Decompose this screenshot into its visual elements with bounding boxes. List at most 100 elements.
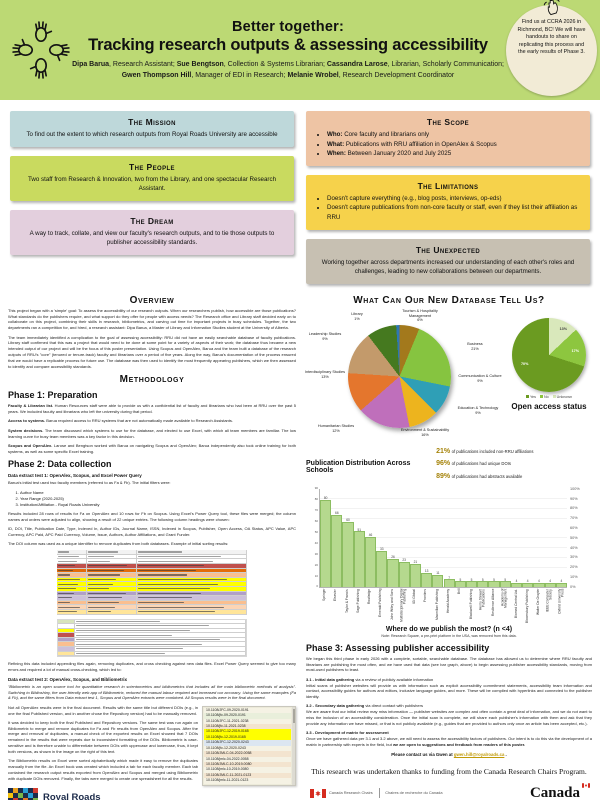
logo-mosaic-cell <box>8 788 13 794</box>
bar: 7 <box>443 575 455 587</box>
open-access-pie: 70% 17% 13% <box>512 317 586 392</box>
bar-value: 7 <box>448 575 450 580</box>
logo-mosaic-cell <box>23 793 28 799</box>
excel-cell <box>57 596 88 600</box>
header: Better together: Tracking research outpu… <box>0 0 600 100</box>
people-box: The People Two staff from Research & Inn… <box>10 155 294 201</box>
scrollbar[interactable] <box>292 706 295 785</box>
faux-text <box>137 583 219 585</box>
excel-cell <box>137 582 247 586</box>
scope-bullet-text: Core faculty and librarians only <box>342 131 430 138</box>
filter-item: Institution/Affiliation - Royal Roads Un… <box>20 502 296 508</box>
bar: 51 <box>353 528 365 587</box>
right-axis-tick: 40% <box>570 545 578 550</box>
pie-slice-pct: 6% <box>417 318 423 323</box>
right-axis-tick: 60% <box>570 526 578 531</box>
stat-text: of publications had unique DOIs <box>451 461 511 467</box>
left-axis-tick: 10 <box>314 573 318 578</box>
open-access-legend: Yes No Unknown <box>506 394 592 399</box>
bar: 4 <box>522 579 534 587</box>
stat-line: 96% of publications had unique DOIs <box>436 460 590 467</box>
excel-cell <box>87 609 137 614</box>
dream-title: The Dream <box>130 215 174 226</box>
bar-x-label: Elsevier <box>333 588 338 601</box>
pie-slice-pct: 9% <box>475 410 481 415</box>
author-role: , Research Development Coordinator <box>338 71 455 79</box>
phase1-item-lead: Faculty & Librarian list. <box>8 403 54 409</box>
oa-legend-item: Yes <box>525 394 536 399</box>
test2-paragraph-3: The Bibliometrix results on Excel were s… <box>8 758 198 781</box>
excel-cell <box>137 596 247 600</box>
overview-paragraph-2: The team immediately identified a compli… <box>8 334 296 369</box>
excel-row <box>57 568 247 574</box>
phase1-item: Access to systems. Barua required access… <box>8 418 296 424</box>
logo-mosaic-cell <box>33 788 38 794</box>
test2-paragraph-2: It was decided to keep both the final Pu… <box>8 719 198 754</box>
excel-cell <box>57 582 88 586</box>
doi-row: 10.1108/JMLC-11-2021-0123 <box>204 772 291 779</box>
author-name: Dipa Barua <box>72 61 110 68</box>
canada-wordmark-text: Canada <box>529 784 580 800</box>
doi-list-panel: 10.1108/JFC-09-2020-0191 10.1108/jfc-09-2… <box>202 705 296 786</box>
phase1-item-text: Larose and Bengtson worked with Barua on… <box>8 442 296 454</box>
oa-legend-text: Yes <box>529 394 536 399</box>
pie-slice-pct: 12% <box>332 428 340 433</box>
test1-heading: Data extract test 1: OpenAlex, Scopus, a… <box>8 473 142 479</box>
bar-value: 66 <box>335 511 339 516</box>
excel-cell <box>57 605 88 609</box>
bar-chart-caption: Where do we publish the most? (n <4) <box>385 625 513 633</box>
excel-cell <box>87 577 137 582</box>
phase1-item-lead: System decisions. <box>8 427 44 433</box>
logo-mosaic-cell <box>23 798 28 800</box>
legend-swatch <box>58 624 75 628</box>
publishers-bar-chart: 80 66 60 51 46 33 26 23 21 13 11 7 5 5 5 5 5 4 4 4 4 4 0% 10% 20… <box>306 483 592 625</box>
royal-roads-footer: Royal Roads UNIVERSITY https://www.bibli… <box>8 788 296 800</box>
bar-value: 33 <box>379 547 384 552</box>
scope-title: The Scope <box>426 117 470 127</box>
right-axis-tick: 10% <box>570 575 578 580</box>
scope-bullet-label: When: <box>327 150 346 158</box>
bar-chart-note: Note: Research Square, a pre-print platf… <box>381 633 517 638</box>
excel-screenshot <box>57 550 247 658</box>
scope-bullet: Who: Core faculty and librarians only <box>327 130 581 140</box>
excel-cell <box>137 563 247 568</box>
bar-x-label: Biomed Central Ltd. <box>513 588 518 619</box>
author-role: , Collection & Systems Librarian; <box>223 61 327 68</box>
contact-email-link[interactable]: gwen.hill@royalroads.ca <box>453 751 505 757</box>
bar-x-label: Springer <box>321 588 326 602</box>
doi-rows: 10.1108/JFC-09-2020-0191 10.1108/jfc-09-2… <box>204 707 291 784</box>
bar-value: 4 <box>526 578 529 583</box>
excel-legend-row <box>58 619 246 625</box>
test2-paragraph-1: Not all OpenAlex results were in the fin… <box>8 704 198 716</box>
excel-legend-row <box>58 651 246 657</box>
test2-heading: Data extract test 2: OpenAlex, Scopus, a… <box>8 676 128 682</box>
right-axis-tick: 100% <box>570 486 580 491</box>
bar-x-label: IEEE Computer Society <box>545 588 554 612</box>
logo-mosaic-cell <box>18 793 23 799</box>
faux-text <box>88 592 126 594</box>
info-boxes-right: The Scope Who: Core faculty and libraria… <box>306 111 590 284</box>
bar-value: 4 <box>560 578 563 583</box>
bar-value: 4 <box>515 578 518 583</box>
stats-row: Publication Distribution Across Schools … <box>306 448 592 480</box>
phase1-item-text: The team discussed which systems to use … <box>8 427 296 439</box>
pie-slice-pct: 9% <box>477 378 483 383</box>
faux-text <box>88 597 123 599</box>
faux-text <box>137 597 193 599</box>
excel-cell <box>57 550 88 554</box>
phase1-heading: Phase 1: Preparation <box>8 390 98 401</box>
test2-quote: "Bibliometrix is an open source tool for… <box>8 683 296 701</box>
excel-cell <box>137 550 247 554</box>
excel-cell <box>137 586 247 591</box>
faux-text <box>75 629 191 632</box>
stat-percent: 96% <box>436 460 451 468</box>
excel-cell <box>87 563 137 568</box>
excel-cell <box>87 550 137 554</box>
faux-text <box>88 579 117 581</box>
bar-plot: 80 66 60 51 46 33 26 23 21 13 11 7 5 5 5 5 5 4 4 4 4 4 0% 10% 20… <box>315 486 580 589</box>
excel-cell <box>137 591 247 596</box>
phase3-s2-body: We are aware that our initial review may… <box>306 709 592 726</box>
faux-text <box>58 601 70 604</box>
bar: 21 <box>409 560 422 587</box>
phase2-heading: Phase 2: Data collection <box>8 459 112 470</box>
